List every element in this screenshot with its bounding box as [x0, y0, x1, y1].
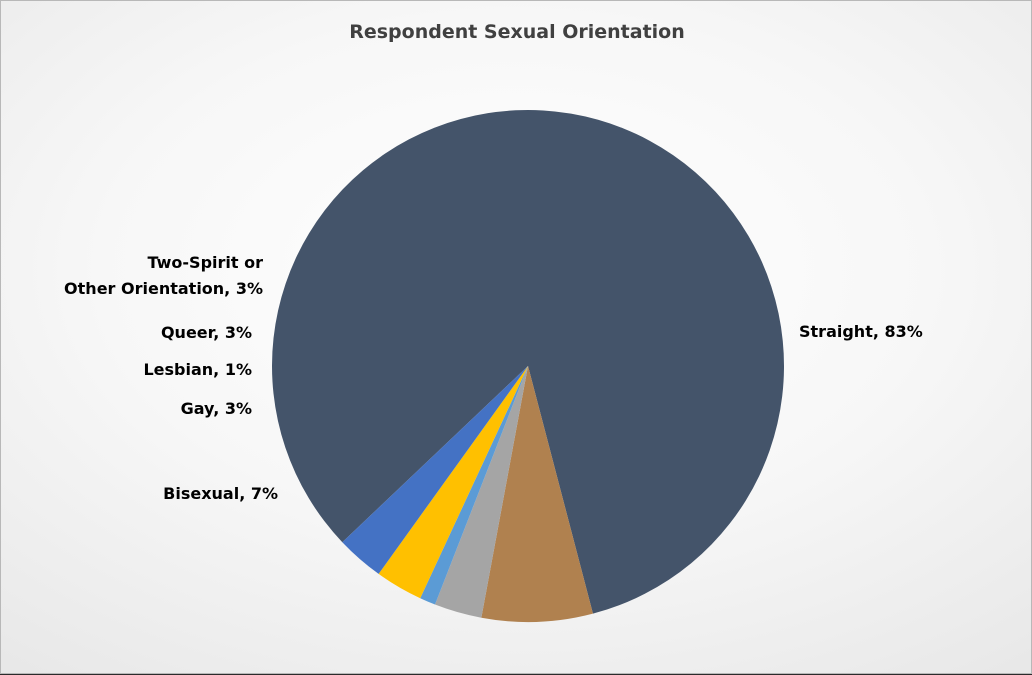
data-label-gay: Gay, 3% — [181, 399, 252, 418]
pie-slice-gay — [435, 366, 528, 618]
pie-slice-lesbian — [420, 366, 528, 605]
data-label-two-spirit-or-other-orientation: Two-Spirit or Other Orientation, 3% — [64, 253, 263, 298]
data-label-queer: Queer, 3% — [161, 323, 252, 342]
pie-slice-bisexual — [481, 366, 593, 622]
data-label-bisexual: Bisexual, 7% — [163, 484, 278, 503]
pie-labels: Straight, 83% Bisexual, 7% Gay, 3% Lesbian,… — [64, 253, 923, 503]
pie-slice-queer — [378, 366, 528, 599]
pie-slice-two-spirit-or-other-orientation — [342, 366, 528, 574]
chart-title: Respondent Sexual Orientation — [349, 21, 685, 43]
data-label-lesbian: Lesbian, 1% — [143, 360, 252, 379]
pie-slices — [272, 110, 785, 622]
pie-slice-straight — [272, 110, 785, 614]
data-label-straight: Straight, 83% — [799, 322, 923, 341]
